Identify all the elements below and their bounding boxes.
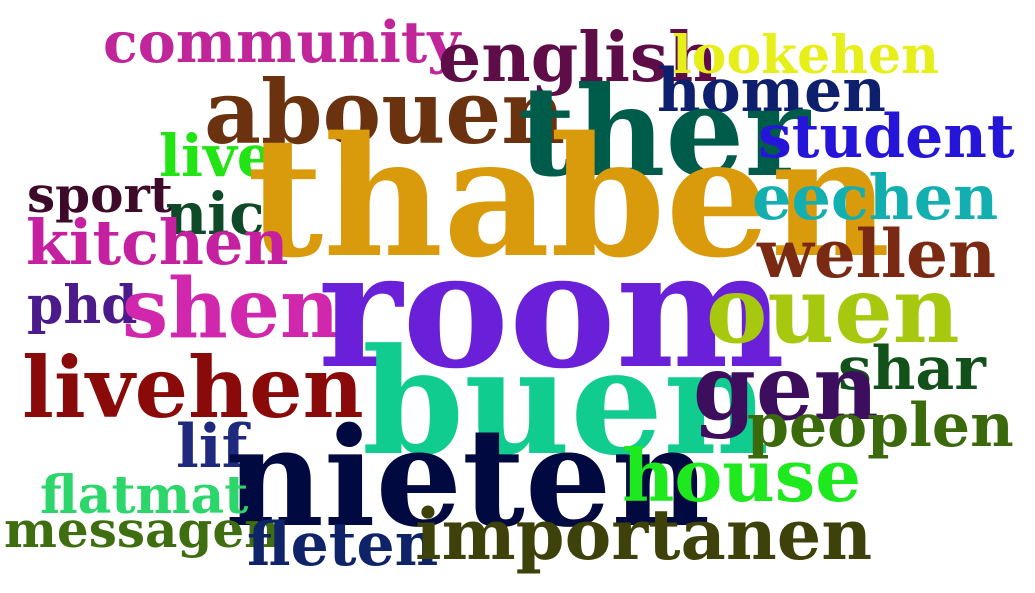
word-buen: buen xyxy=(362,317,770,488)
word-shen: shen xyxy=(122,261,340,357)
word-abouen: abouen xyxy=(204,60,566,164)
word-room: room xyxy=(318,216,786,404)
word-live: live xyxy=(159,122,274,190)
word-thaben: thaben xyxy=(247,100,891,294)
word-ther: ther xyxy=(518,60,810,205)
word-livehen: livehen xyxy=(22,338,364,437)
word-lif: lif xyxy=(176,412,248,482)
word-english: english xyxy=(438,18,718,98)
word-eechen: eechen xyxy=(752,161,999,234)
word-gen: gen xyxy=(693,335,879,441)
word-shar: shar xyxy=(838,334,986,404)
word-phd: phd xyxy=(27,275,138,336)
word-student: student xyxy=(758,102,1015,172)
word-community: community xyxy=(103,9,461,76)
word-messagen: messagen xyxy=(4,500,281,559)
word-house: house xyxy=(622,433,862,518)
word-nic: nic xyxy=(165,180,265,248)
word-kitchen: kitchen xyxy=(26,206,289,279)
word-homen: homen xyxy=(657,56,886,126)
word-lookehen: lookehen xyxy=(672,25,939,86)
word-flatmat: flatmat xyxy=(40,465,249,526)
word-ouen: ouen xyxy=(706,256,960,364)
word-wellen: wellen xyxy=(757,215,996,293)
word-fleten: fleten xyxy=(247,510,439,580)
word-importanen: importanen xyxy=(415,493,873,576)
word-nieten: nieten xyxy=(225,398,711,558)
word-peoplen: peoplen xyxy=(747,391,1014,461)
word-sport: sport xyxy=(27,165,173,224)
